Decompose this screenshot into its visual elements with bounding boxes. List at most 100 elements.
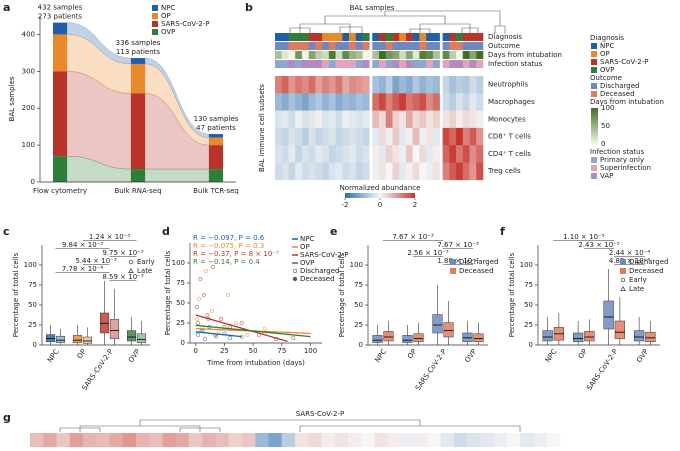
heatmap-cell [372,162,380,181]
annotation-track-cell [322,60,330,68]
annotation-track-cell [355,33,363,41]
bar-segment [53,22,67,35]
heatmap-cell [419,93,427,111]
chart-title: BAL samples [350,4,395,12]
x-tick-label: 0 [194,347,198,355]
heatmap-cell [476,145,484,163]
annotation: R = −0.075, P = 0.3 [193,242,264,250]
legend-label: OVP [600,66,614,74]
heatmap-cell [288,93,296,111]
legend-label: Discharged [300,267,340,275]
heatmap-cell [392,110,400,129]
legend-tick-label: 50 [601,122,610,130]
heatmap-cell [432,127,440,146]
annotation-track-cell [295,42,303,50]
heatmap-cell [349,145,357,163]
heatmap-cell [467,433,481,447]
annotation-track-cell [349,42,357,50]
heatmap-cell [162,433,177,447]
box [614,320,625,339]
annotation-track-cell [392,42,400,50]
p-value: 7.67 × 10⁻³ [392,233,434,241]
annotation-track-cell [275,33,283,41]
heatmap-cell [379,162,387,181]
bar-segment [209,145,223,170]
bar-segment [131,93,145,170]
annotation-track-cell [335,60,343,68]
heatmap-cell [399,110,407,129]
annotation-track-cell [392,33,400,41]
heatmap-cell [405,162,413,181]
panel-letter: f [500,225,505,238]
y-tick-label: 25 [176,319,185,327]
annotation-track-cell [469,51,477,59]
annotation-track-cell [372,33,380,41]
point [205,313,210,317]
legend-label: Deceased [459,267,494,275]
heatmap-cell [462,93,470,111]
legend-title: Infection status [590,148,645,156]
annotation-track-cell [322,51,330,59]
legend-swatch [450,259,456,265]
legend-swatch [591,91,597,97]
track-label: Diagnosis [488,33,522,41]
heatmap-cell [308,145,316,163]
bar-segment [209,169,223,182]
heatmap-cell [405,76,413,94]
box [413,333,424,343]
heatmap-cell [449,110,457,129]
point [197,297,202,301]
bar-segment [131,63,145,94]
annotation-track-cell [469,42,477,50]
p-value: 9.84 × 10⁻³ [62,241,104,249]
y-tick-label: 0 [33,341,37,349]
heatmap-cell [372,76,380,94]
annotation-track-cell [362,60,370,68]
legend-swatch [591,51,597,57]
x-tick-label: OVP [635,348,650,364]
heatmap-cell [322,145,330,163]
heatmap-cell [295,93,303,111]
annotation-track-cell [476,51,484,59]
y-axis-label: Percentage of total cells [508,252,516,337]
legend-label: OP [161,12,171,20]
point [194,305,199,309]
colorbar-tick-label: 2 [413,201,417,209]
legend-label: OP [600,50,610,58]
heatmap-cell [442,145,450,163]
heatmap-cell [419,127,427,146]
annotation-track-cell [442,60,450,68]
annotation-track-cell [308,51,316,59]
heatmap-cell [546,433,561,447]
row-label: Neutrophils [488,81,529,89]
y-tick-label: 75 [176,279,185,287]
annotation-track-cell [456,42,464,50]
annotation-track-cell [405,42,413,50]
heatmap-cell [412,162,420,181]
heatmap-cell [308,93,316,111]
heatmap-cell [328,162,336,181]
annotation-track-cell [419,42,427,50]
heatmap-cell [362,127,370,146]
annotation-track-cell [385,42,393,50]
heatmap-cell [295,433,309,447]
y-tick-label: 0 [529,341,533,349]
legend-title: Days from intubation [590,98,664,106]
heatmap-cell [328,145,336,163]
legend-marker [128,268,134,273]
heatmap-cell [412,127,420,146]
heatmap-cell [281,127,289,146]
heatmap-cell [432,76,440,94]
box [136,333,147,343]
heatmap-cell [342,110,350,129]
box [542,330,553,342]
p-value: 7.78 × 10⁻⁶ [62,265,104,273]
y-tick-label: 100 [22,141,35,149]
heatmap-cell [449,93,457,111]
heatmap-cell [392,145,400,163]
x-tick-label: NPC [46,348,61,364]
x-tick-label: SARS-CoV-2-P [414,348,448,392]
annotation-track-cell [456,51,464,59]
fit-line [195,331,242,338]
